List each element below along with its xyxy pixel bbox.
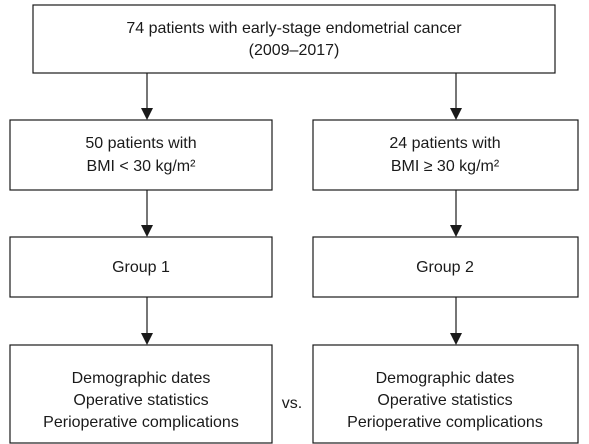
node-text: 24 patients with <box>389 135 500 152</box>
box <box>9 344 273 444</box>
arrow-head <box>450 333 462 345</box>
node-text: Operative statistics <box>73 392 208 409</box>
arrow-head <box>141 225 153 237</box>
arrows <box>141 73 462 345</box>
box <box>9 236 273 298</box>
arrow-head <box>450 225 462 237</box>
comparison-label: vs. <box>282 395 302 412</box>
arrow-head <box>141 333 153 345</box>
arrow-head <box>141 108 153 120</box>
node-text: BMI ≥ 30 kg/m² <box>391 158 500 175</box>
node-text: Demographic dates <box>376 370 515 387</box>
box <box>312 344 579 444</box>
box <box>312 236 579 298</box>
node-text: Operative statistics <box>377 392 512 409</box>
node-text: (2009–2017) <box>249 42 340 59</box>
node-text: 74 patients with early-stage endometrial… <box>126 20 462 37</box>
node-text: 50 patients with <box>85 135 196 152</box>
node-text: Group 1 <box>112 259 170 276</box>
arrow-head <box>450 108 462 120</box>
box <box>32 4 556 74</box>
node-text: Perioperative complications <box>347 414 543 431</box>
node-text: Group 2 <box>416 259 474 276</box>
node-text: BMI < 30 kg/m² <box>87 158 197 175</box>
box <box>312 119 579 191</box>
box <box>9 119 273 191</box>
node-text: Demographic dates <box>72 370 211 387</box>
node-text: Perioperative complications <box>43 414 239 431</box>
